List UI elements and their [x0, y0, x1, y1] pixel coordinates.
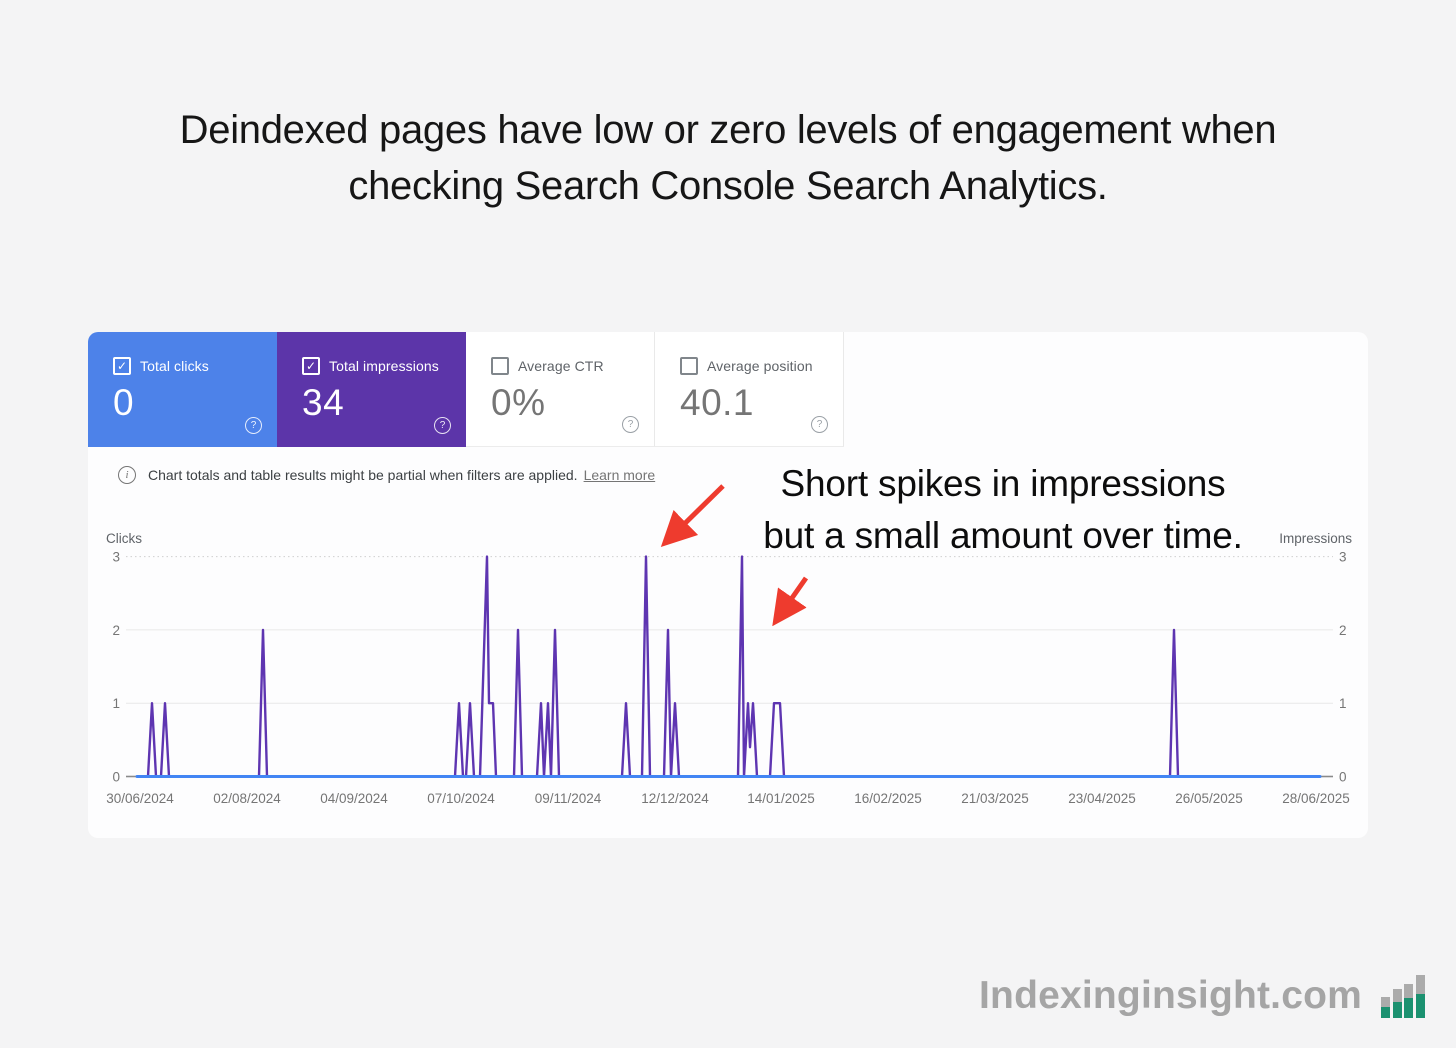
- bar-chart-logo-icon: [1381, 975, 1428, 1018]
- x-axis-tick: 23/04/2025: [1068, 791, 1136, 806]
- help-icon[interactable]: ?: [245, 417, 262, 434]
- notice-bar: i Chart totals and table results might b…: [118, 466, 655, 484]
- metric-card-average-ctr[interactable]: Average CTR 0%?: [466, 332, 655, 447]
- x-axis-tick: 04/09/2024: [320, 791, 388, 806]
- page-title: Deindexed pages have low or zero levels …: [179, 108, 1277, 208]
- metric-card-label: Total impressions: [329, 358, 439, 374]
- metric-card-value: 0%: [491, 382, 546, 423]
- x-axis-tick: 16/02/2025: [854, 791, 922, 806]
- logo-bar: [1392, 989, 1402, 1018]
- search-console-performance-panel: ✓ Total clicks 0? ✓ Total impressions 34? Aver…: [88, 332, 1368, 838]
- x-axis-tick: 26/05/2025: [1175, 791, 1243, 806]
- help-icon[interactable]: ?: [811, 416, 828, 433]
- metric-card-label: Total clicks: [140, 358, 209, 374]
- logo-bar: [1404, 984, 1413, 1018]
- annotation-line-1: Short spikes in impressions: [780, 463, 1226, 504]
- metric-card-value: 40.1: [680, 382, 755, 423]
- metric-card-label: Average position: [707, 358, 813, 374]
- metric-card-value: 34: [302, 382, 345, 423]
- metric-card-average-position[interactable]: Average position 40.1?: [655, 332, 844, 447]
- logo-bar: [1415, 975, 1425, 1018]
- brand-watermark: Indexinginsight.com: [979, 974, 1362, 1017]
- metric-card-total-impressions[interactable]: ✓ Total impressions 34?: [277, 332, 466, 447]
- help-icon[interactable]: ?: [434, 417, 451, 434]
- x-axis-tick: 14/01/2025: [747, 791, 815, 806]
- metric-card-label: Average CTR: [518, 358, 604, 374]
- annotation-line-2: but a small amount over time.: [763, 515, 1243, 556]
- checkbox-unchecked-icon[interactable]: [680, 357, 698, 375]
- y-axis-tick-right: 1: [1339, 696, 1347, 711]
- info-icon: i: [118, 466, 136, 484]
- learn-more-link[interactable]: Learn more: [583, 467, 656, 483]
- x-axis-tick: 28/06/2025: [1282, 791, 1350, 806]
- checkbox-checked-icon[interactable]: ✓: [113, 357, 131, 375]
- right-axis-label: Impressions: [1279, 531, 1352, 546]
- left-axis-label: Clicks: [106, 531, 142, 546]
- impressions-line: [137, 555, 1320, 778]
- x-axis-tick: 09/11/2024: [535, 791, 602, 806]
- checkbox-unchecked-icon[interactable]: [491, 357, 509, 375]
- x-axis-tick: 07/10/2024: [427, 791, 495, 806]
- x-axis-tick: 02/08/2024: [213, 791, 281, 806]
- logo-bar: [1381, 997, 1390, 1018]
- metric-card-total-clicks[interactable]: ✓ Total clicks 0?: [88, 332, 277, 447]
- y-axis-tick-left: 1: [112, 696, 120, 711]
- metric-card-value: 0: [113, 382, 135, 423]
- help-icon[interactable]: ?: [622, 416, 639, 433]
- y-axis-tick-left: 0: [112, 770, 120, 785]
- y-axis-tick-left: 2: [112, 623, 120, 638]
- x-axis-tick: 21/03/2025: [961, 791, 1029, 806]
- y-axis-tick-right: 3: [1339, 550, 1347, 565]
- performance-chart[interactable]: 0 0 1 1 2 2 3 3 Clicks Impressions 30/06/2024 02/08…: [88, 525, 1368, 815]
- x-axis-tick: 12/12/2024: [641, 791, 709, 806]
- y-axis-tick-right: 2: [1339, 623, 1347, 638]
- y-axis-tick-left: 3: [112, 550, 120, 565]
- x-axis-tick: 30/06/2024: [106, 791, 174, 806]
- metric-cards: ✓ Total clicks 0? ✓ Total impressions 34? Aver…: [88, 332, 844, 447]
- annotation-text: Short spikes in impressions but a small …: [640, 458, 1366, 562]
- notice-text: Chart totals and table results might be …: [148, 467, 578, 483]
- y-axis-tick-right: 0: [1339, 770, 1347, 785]
- checkbox-checked-icon[interactable]: ✓: [302, 357, 320, 375]
